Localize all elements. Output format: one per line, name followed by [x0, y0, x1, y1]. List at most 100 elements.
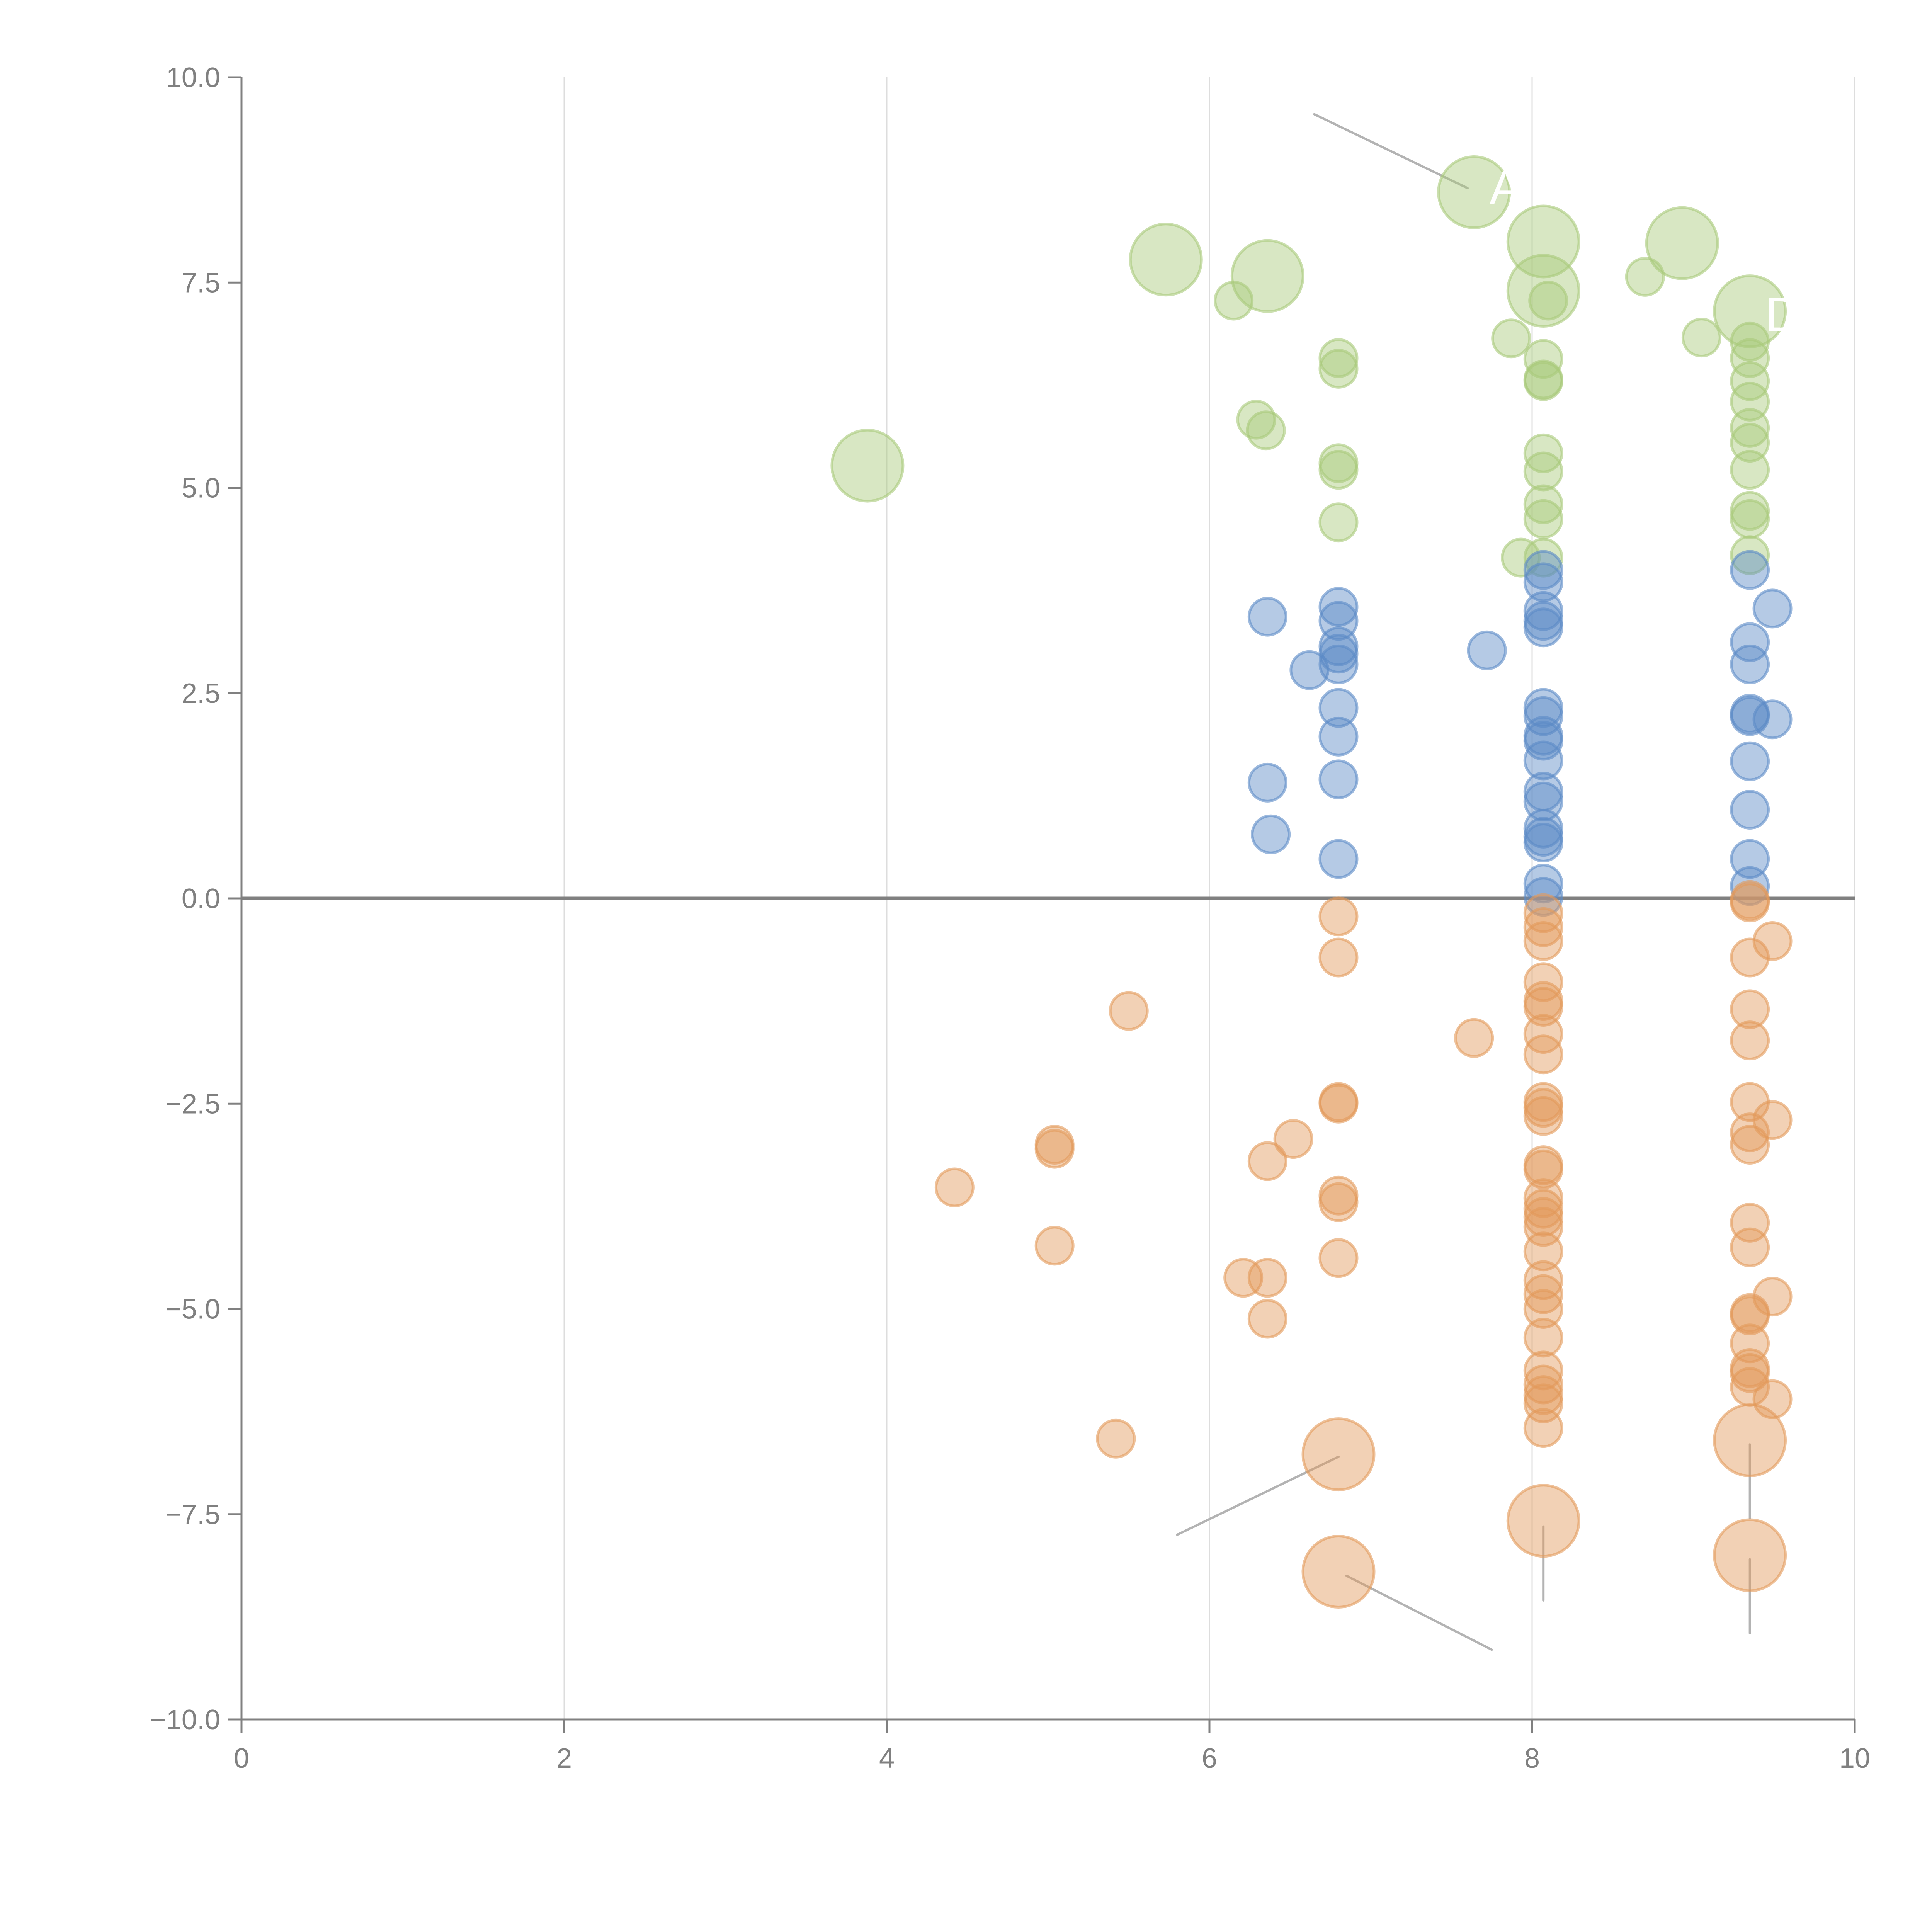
- data-point-blue: [1730, 550, 1770, 590]
- data-point-orange: [1247, 1299, 1287, 1339]
- data-point-green: [1730, 423, 1770, 463]
- annotation-leaders: [1165, 113, 1751, 1651]
- data-point-orange: [1523, 1260, 1563, 1300]
- data-point-green: [1528, 281, 1568, 321]
- y-tick-label: −7.5: [165, 1499, 220, 1530]
- data-point-orange: [1247, 1258, 1287, 1298]
- data-point-green: [1246, 410, 1286, 451]
- data-point-orange: [1752, 921, 1793, 961]
- data-point-orange: [1523, 921, 1563, 961]
- data-point-blue: [1318, 688, 1359, 728]
- data-point-blue: [1318, 587, 1359, 627]
- data-point-orange: [1523, 1096, 1563, 1136]
- data-point-orange: [1752, 1277, 1793, 1317]
- annotation-leader: [1176, 1456, 1340, 1536]
- data-point-blue: [1523, 550, 1563, 590]
- data-point-green: [1730, 499, 1770, 539]
- axes: 0 2 4 6 8 10 10.0 7.5 5.0 2.5 0.0 −2.5 −5.0 −7.5 −10.0: [150, 62, 1870, 1774]
- data-point-blue: [1752, 588, 1793, 629]
- annotation-leader: [1165, 216, 1182, 255]
- data-point-blue: [1247, 762, 1287, 803]
- data-point-blue: [1523, 781, 1563, 821]
- y-tick-label: −10.0: [150, 1704, 220, 1735]
- annotation-leader: [1269, 255, 1299, 276]
- annotation-label: DC: [1765, 288, 1835, 342]
- data-point-orange: [1318, 1238, 1359, 1278]
- data-point-orange: [1096, 1418, 1136, 1459]
- y-tick-label: 10.0: [166, 62, 220, 93]
- y-tick-label: 2.5: [182, 678, 220, 709]
- data-point-orange: [1523, 987, 1563, 1027]
- y-tick-label: 0.0: [182, 883, 220, 914]
- x-tick-label: 8: [1524, 1743, 1540, 1774]
- data-point-blue: [1523, 740, 1563, 781]
- x-tick-label: 6: [1202, 1743, 1217, 1774]
- data-point-orange: [1034, 1226, 1075, 1266]
- x-tick-label: 0: [234, 1743, 249, 1774]
- data-point-orange: [1301, 1417, 1376, 1492]
- data-point-orange: [1318, 896, 1359, 937]
- data-point-green: [1437, 155, 1511, 229]
- x-tick-label: 2: [556, 1743, 572, 1774]
- data-point-orange: [1730, 989, 1770, 1029]
- data-point-orange: [1730, 1125, 1770, 1165]
- annotation-leader: [1547, 294, 1558, 329]
- data-point-green: [1501, 537, 1541, 578]
- data-point-blue: [1467, 630, 1507, 670]
- data-point-orange: [1523, 1408, 1563, 1448]
- data-point-green: [1730, 338, 1770, 378]
- data-point-green: [1523, 361, 1563, 401]
- data-point-green: [1713, 274, 1787, 349]
- data-point-blue: [1318, 759, 1359, 799]
- data-point-orange: [1318, 937, 1359, 978]
- annotation-label: A: [1490, 161, 1522, 214]
- data-point-blue: [1523, 562, 1563, 602]
- data-point-blue: [1730, 741, 1770, 781]
- data-point-orange: [1506, 1484, 1580, 1558]
- data-point-orange: [1034, 1129, 1075, 1169]
- y-tick-label: 5.0: [182, 473, 220, 504]
- data-point-blue: [1523, 864, 1563, 904]
- y-tick-label: −5.0: [165, 1294, 220, 1325]
- data-point-green: [1318, 338, 1359, 378]
- annotation-label: E: [1559, 456, 1591, 510]
- data-point-blue: [1730, 790, 1770, 830]
- data-point-green: [1523, 451, 1563, 492]
- data-point-orange: [934, 1167, 975, 1208]
- data-point-orange: [1301, 1535, 1376, 1609]
- data-point-green: [1681, 318, 1721, 358]
- data-point-blue: [1318, 839, 1359, 879]
- data-point-blue: [1318, 634, 1359, 674]
- data-point-blue: [1523, 823, 1563, 862]
- annotation-leader: [1547, 199, 1563, 235]
- data-point-green: [1625, 257, 1665, 297]
- data-point-green: [1523, 499, 1563, 539]
- data-point-orange: [1523, 1318, 1563, 1358]
- data-point-green: [1730, 535, 1770, 575]
- y-tick-label: 7.5: [182, 267, 220, 298]
- data-point-orange: [1318, 1182, 1359, 1222]
- data-point-orange: [1713, 1518, 1787, 1592]
- data-point-green: [1506, 254, 1580, 328]
- data-point-green: [1730, 408, 1770, 448]
- data-point-orange: [1730, 1020, 1770, 1061]
- x-tick-label: 10: [1839, 1743, 1870, 1774]
- data-point-blue: [1318, 716, 1359, 757]
- data-point-blue: [1318, 644, 1359, 684]
- data-point-orange: [1713, 1403, 1787, 1477]
- data-point-green: [1491, 318, 1531, 359]
- data-point-green: [1730, 450, 1770, 490]
- x-tick-label: 4: [879, 1743, 895, 1774]
- data-point-blue: [1247, 597, 1287, 637]
- data-point-green: [1129, 223, 1203, 297]
- data-point-orange: [1523, 1034, 1563, 1075]
- data-point-blue: [1523, 877, 1563, 917]
- data-point-orange: [1523, 1231, 1563, 1272]
- data-point-orange: [1523, 1197, 1563, 1237]
- data-point-blue: [1730, 839, 1770, 879]
- data-point-orange: [1523, 1149, 1563, 1189]
- data-point-orange: [1523, 907, 1563, 947]
- data-point-orange: [1523, 1014, 1563, 1054]
- data-point-orange: [1730, 1227, 1770, 1267]
